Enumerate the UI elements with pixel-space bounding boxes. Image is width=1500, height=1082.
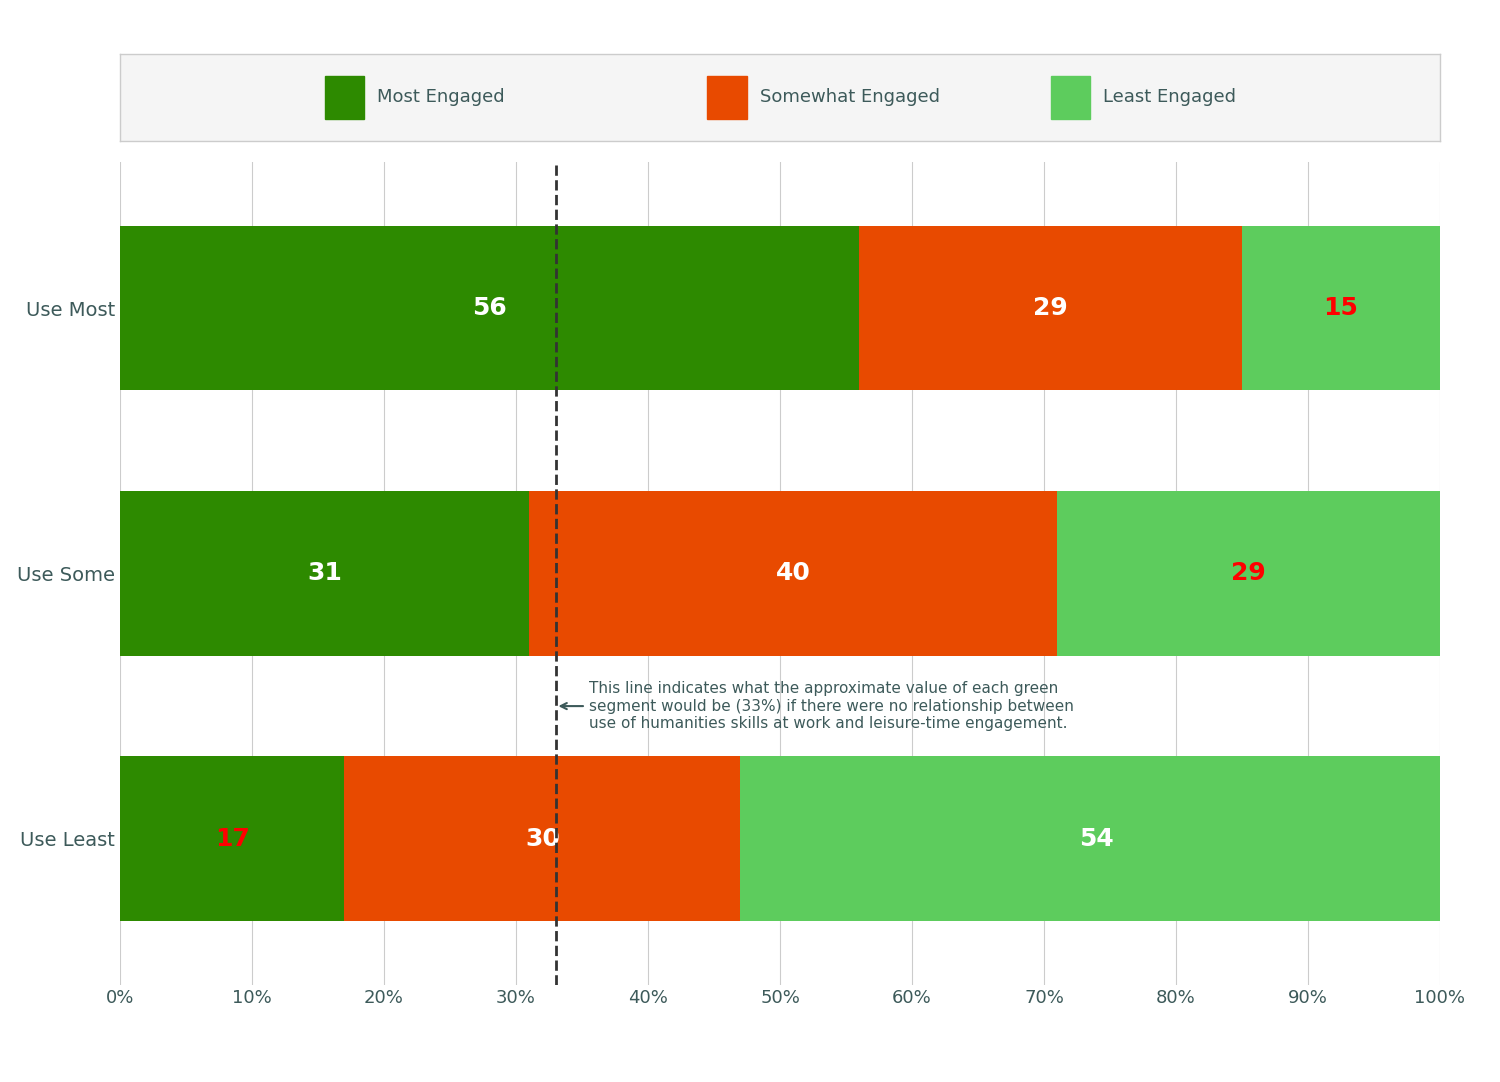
Text: Most Engaged: Most Engaged xyxy=(378,89,506,106)
Text: 31: 31 xyxy=(308,562,342,585)
Text: Somewhat Engaged: Somewhat Engaged xyxy=(760,89,940,106)
Bar xyxy=(708,76,747,119)
Text: 56: 56 xyxy=(472,296,507,320)
Text: 29: 29 xyxy=(1034,296,1068,320)
Text: 15: 15 xyxy=(1323,296,1359,320)
Text: 17: 17 xyxy=(214,827,249,850)
Bar xyxy=(859,226,1242,391)
Bar xyxy=(324,76,364,119)
Bar xyxy=(345,756,741,921)
Bar xyxy=(530,491,1058,656)
Text: 54: 54 xyxy=(1080,827,1114,850)
Bar xyxy=(120,756,345,921)
Bar xyxy=(120,491,530,656)
Bar xyxy=(1058,491,1440,656)
Text: 40: 40 xyxy=(776,562,810,585)
Text: This line indicates what the approximate value of each green
segment would be (3: This line indicates what the approximate… xyxy=(561,682,1074,731)
Bar xyxy=(1050,76,1090,119)
Text: 29: 29 xyxy=(1232,562,1266,585)
Bar xyxy=(741,756,1454,921)
Bar xyxy=(1242,226,1440,391)
Text: Least Engaged: Least Engaged xyxy=(1104,89,1236,106)
Text: 30: 30 xyxy=(525,827,560,850)
Bar xyxy=(120,226,859,391)
